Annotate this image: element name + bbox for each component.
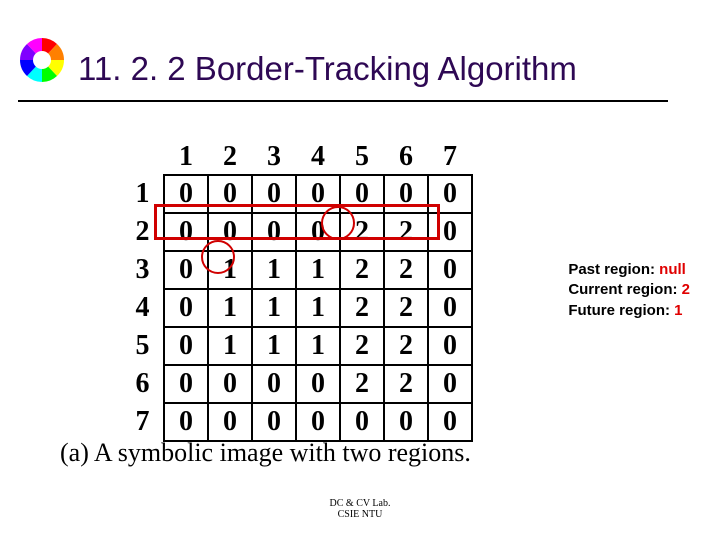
col-header: 5 [340, 140, 384, 175]
table-cell: 0 [164, 327, 208, 365]
legend-future-value: 1 [674, 302, 682, 319]
table-cell: 0 [428, 251, 472, 289]
col-header: 3 [252, 140, 296, 175]
table-cell: 2 [384, 251, 428, 289]
legend-current-label: Current region: [568, 281, 681, 298]
table-cell: 1 [208, 251, 252, 289]
table-cell: 0 [164, 175, 208, 213]
table-cell: 0 [428, 175, 472, 213]
row-header: 3 [122, 251, 164, 289]
row-header: 2 [122, 213, 164, 251]
table-cell: 1 [296, 289, 340, 327]
table-cell: 0 [296, 213, 340, 251]
table-cell: 0 [164, 251, 208, 289]
title-underline [18, 100, 668, 102]
footer-line2: CSIE NTU [330, 509, 391, 520]
table-cell: 0 [164, 403, 208, 441]
table-cell: 2 [340, 365, 384, 403]
page-title: 11. 2. 2 Border-Tracking Algorithm [78, 50, 577, 88]
table-cell: 0 [340, 403, 384, 441]
table-cell: 0 [428, 403, 472, 441]
table-cell: 0 [428, 327, 472, 365]
region-table: 1234567100000002000022030111220401112205… [122, 140, 473, 442]
table-cell: 2 [384, 365, 428, 403]
table-cell: 0 [252, 175, 296, 213]
table-cell: 0 [208, 175, 252, 213]
table-cell: 2 [340, 251, 384, 289]
table-cell: 0 [340, 175, 384, 213]
legend-future-label: Future region: [568, 302, 674, 319]
col-header: 7 [428, 140, 472, 175]
table-cell: 2 [340, 289, 384, 327]
figure-caption: (a) A symbolic image with two regions. [60, 438, 471, 468]
table-cell: 2 [340, 213, 384, 251]
bullet-rainbow-icon [18, 36, 66, 84]
table-cell: 0 [384, 175, 428, 213]
table-cell: 0 [208, 213, 252, 251]
table-cell: 0 [428, 289, 472, 327]
table-cell: 0 [296, 365, 340, 403]
table-cell: 0 [296, 403, 340, 441]
table-cell: 0 [428, 213, 472, 251]
table-cell: 2 [340, 327, 384, 365]
table-cell: 0 [296, 175, 340, 213]
col-header: 2 [208, 140, 252, 175]
table-cell: 2 [384, 289, 428, 327]
table-cell: 0 [208, 365, 252, 403]
table-cell: 1 [208, 327, 252, 365]
footer-line1: DC & CV Lab. [330, 498, 391, 509]
table-cell: 1 [252, 289, 296, 327]
row-header: 5 [122, 327, 164, 365]
legend-past-value: null [659, 261, 686, 278]
row-header: 1 [122, 175, 164, 213]
table-cell: 0 [208, 403, 252, 441]
legend-past-label: Past region: [568, 261, 659, 278]
table-cell: 2 [384, 213, 428, 251]
table-cell: 1 [252, 251, 296, 289]
table-cell: 0 [428, 365, 472, 403]
table-cell: 0 [164, 289, 208, 327]
col-header: 6 [384, 140, 428, 175]
table-cell: 2 [384, 327, 428, 365]
table-cell: 0 [164, 365, 208, 403]
legend-current-value: 2 [682, 281, 690, 298]
region-legend: Past region: null Current region: 2 Futu… [568, 260, 690, 321]
row-header: 6 [122, 365, 164, 403]
table-cell: 1 [296, 251, 340, 289]
table-cell: 1 [208, 289, 252, 327]
table-cell: 1 [296, 327, 340, 365]
table-cell: 0 [164, 213, 208, 251]
table-cell: 0 [252, 365, 296, 403]
col-header: 4 [296, 140, 340, 175]
table-cell: 0 [252, 403, 296, 441]
table-cell: 0 [384, 403, 428, 441]
col-header: 1 [164, 140, 208, 175]
row-header: 4 [122, 289, 164, 327]
row-header: 7 [122, 403, 164, 441]
table-cell: 1 [252, 327, 296, 365]
table-cell: 0 [252, 213, 296, 251]
footer-lab: DC & CV Lab. CSIE NTU [330, 498, 391, 520]
